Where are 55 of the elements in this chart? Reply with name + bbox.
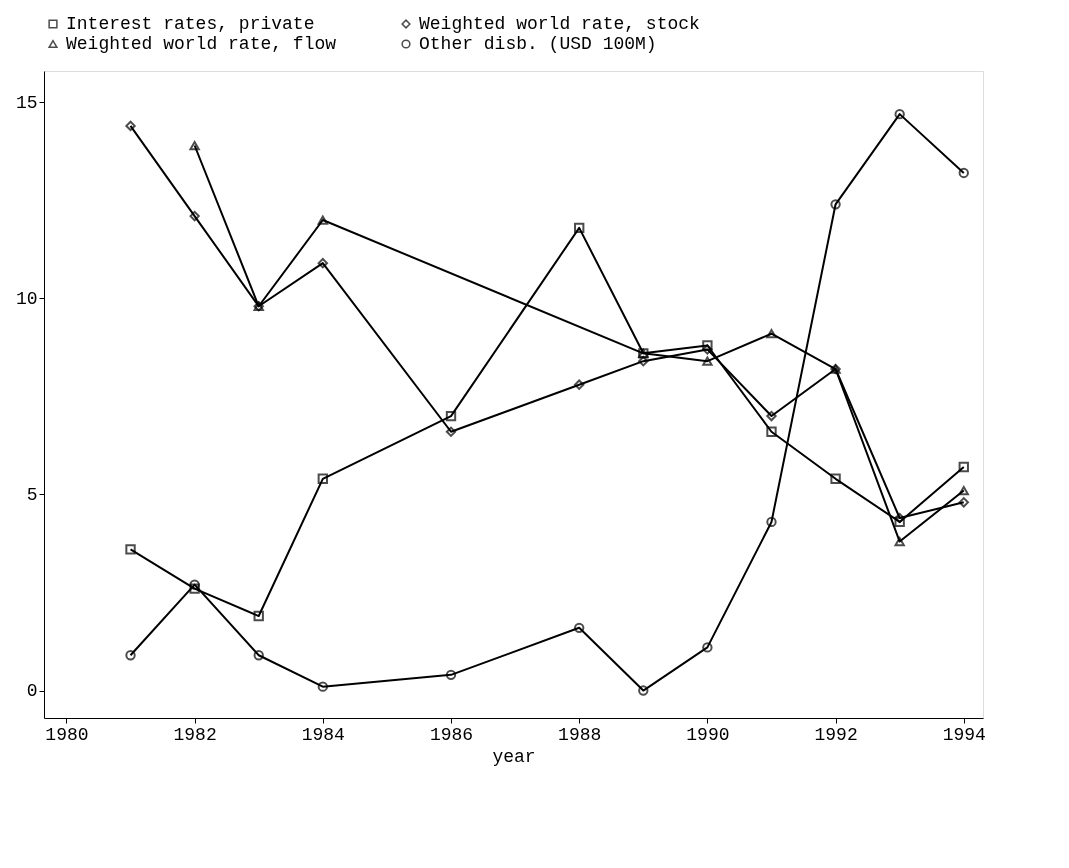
legend-label: Interest rates, private: [66, 14, 315, 34]
x-tick-label: 1988: [558, 724, 602, 745]
point: [574, 622, 585, 633]
point: [958, 461, 969, 473]
point: [125, 650, 136, 661]
legend-label: Other disb. (USD 100M): [419, 34, 657, 54]
point: [125, 544, 136, 555]
point: [189, 579, 200, 590]
legend-label: Weighted world rate, flow: [66, 34, 337, 54]
point: [766, 426, 777, 437]
x-tick-label: 1986: [429, 724, 474, 745]
point: [574, 379, 585, 390]
y-tick-label: 5: [26, 484, 38, 505]
point: [317, 215, 328, 225]
x-tick-label: 1984: [301, 724, 345, 745]
point: [189, 210, 200, 222]
point: [638, 355, 649, 367]
y-tick-label: 0: [26, 681, 38, 702]
point: [574, 222, 585, 234]
point: [445, 410, 457, 422]
point: [702, 340, 713, 351]
x-tick-label: 1982: [173, 724, 217, 745]
point: [125, 120, 136, 132]
point: [830, 199, 841, 210]
point: [445, 669, 457, 681]
point: [189, 140, 200, 151]
point: [894, 516, 905, 528]
x-tick-label: 1980: [45, 724, 89, 745]
point: [702, 642, 713, 653]
point: [766, 516, 777, 528]
x-axis-title: year: [492, 746, 536, 767]
point: [958, 485, 969, 496]
point: [253, 650, 264, 661]
y-tick-label: 10: [15, 288, 38, 309]
point: [958, 167, 969, 179]
point: [189, 583, 200, 594]
point: [830, 473, 841, 484]
point: [894, 536, 905, 547]
legend-label: Weighted world rate, stock: [419, 14, 700, 34]
point: [317, 257, 328, 269]
x-tick-label: 1990: [686, 724, 730, 745]
point: [317, 473, 328, 484]
y-tick-label: 15: [15, 92, 38, 113]
point: [766, 329, 777, 339]
point: [766, 410, 777, 422]
point: [638, 685, 649, 696]
point: [445, 426, 457, 437]
point: [702, 356, 713, 366]
x-tick-label: 1994: [942, 724, 986, 745]
point: [702, 344, 713, 355]
point: [958, 497, 969, 508]
point: [253, 610, 264, 622]
x-tick-label: 1992: [814, 724, 858, 745]
point: [894, 108, 905, 120]
point: [317, 681, 328, 692]
